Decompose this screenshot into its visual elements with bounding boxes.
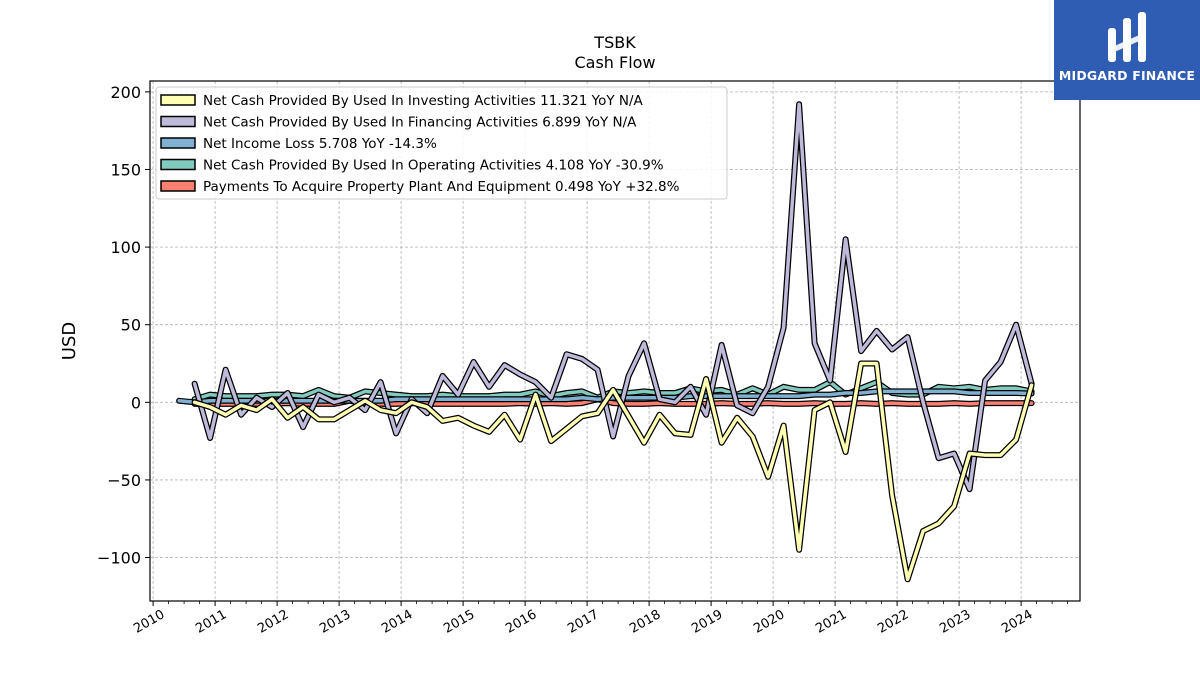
x-tick-label: 2024 (999, 607, 1035, 637)
legend-label-1: Net Cash Provided By Used In Investing A… (203, 93, 644, 109)
series-line-2 (192, 102, 1034, 491)
x-tick-label: 2011 (193, 607, 229, 637)
series-layer (176, 101, 1035, 583)
y-axis-label: USD (59, 322, 80, 360)
y-tick-label: 100 (110, 238, 141, 257)
logo-mark-icon (1108, 12, 1146, 62)
legend-box (155, 86, 728, 200)
x-tick-label: 2021 (813, 607, 849, 637)
x-tick-label: 2018 (627, 607, 663, 637)
legend-label-3: Net Income Loss 5.708 YoY -14.3% (203, 136, 437, 152)
x-tick-label: 2019 (689, 607, 725, 637)
chart-title: TSBK (593, 33, 636, 52)
x-tick-label: 2014 (379, 607, 415, 637)
x-axis: 2010 2011 2012 2013 2014 2015 2016 2017 2018 2019… (131, 601, 1068, 637)
y-tick-label: 0 (131, 393, 141, 412)
legend-label-5: Payments To Acquire Property Plant And E… (203, 179, 680, 195)
x-tick-label: 2020 (751, 607, 787, 637)
y-tick-label: 150 (110, 160, 141, 179)
plot-frame (149, 80, 1081, 602)
x-tick-label: 2013 (317, 607, 353, 637)
legend-label-2: Net Cash Provided By Used In Financing A… (203, 115, 637, 131)
y-tick-label: 50 (121, 316, 141, 335)
x-tick-label: 2016 (503, 607, 539, 637)
y-tick-label: −50 (107, 471, 141, 490)
x-tick-label: 2023 (937, 607, 973, 637)
legend-swatch-1 (160, 94, 196, 106)
legend-swatch-5 (160, 180, 196, 192)
series-line-1 (192, 361, 1034, 582)
legend-label-4: Net Cash Provided By Used In Operating A… (203, 158, 664, 174)
y-tick-label: 200 (110, 83, 141, 102)
x-tick-label: 2010 (131, 607, 167, 637)
x-tick-label: 2015 (441, 607, 477, 637)
x-tick-label: 2017 (565, 607, 601, 637)
chart-subtitle: Cash Flow (574, 53, 655, 72)
midgard-finance-logo: MIDGARD FINANCE (1054, 0, 1200, 100)
logo-text: MIDGARD FINANCE (1058, 68, 1196, 83)
legend: Net Cash Provided By Used In Investing A… (155, 86, 728, 200)
y-axis: −100 −50 0 50 100 150 200 (97, 83, 150, 568)
legend-swatch-3 (160, 137, 196, 149)
x-tick-label: 2012 (255, 607, 291, 637)
x-tick-label: 2022 (875, 607, 911, 637)
legend-swatch-2 (160, 115, 196, 128)
y-tick-label: −100 (97, 549, 141, 568)
legend-swatch-4 (160, 158, 196, 171)
